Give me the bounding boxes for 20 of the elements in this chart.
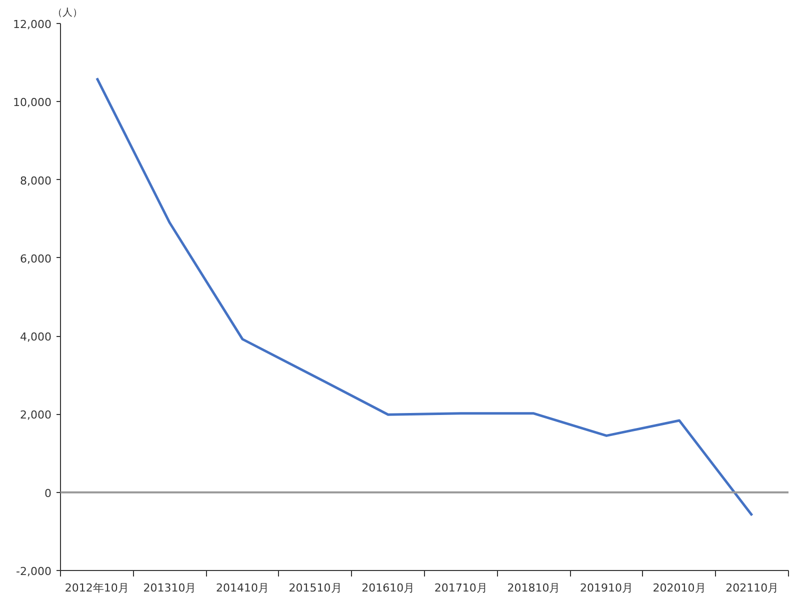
- y-tick-label: 0: [44, 486, 52, 500]
- x-tick-label: 201310月: [143, 582, 196, 594]
- y-tick-label: 8,000: [20, 174, 52, 188]
- y-tick-label: 10,000: [13, 96, 52, 110]
- y-tick-label: 12,000: [13, 18, 52, 31]
- y-tick-label: -2,000: [16, 565, 52, 578]
- y-axis-title: （人）: [52, 8, 82, 18]
- x-tick-label: 201410月: [216, 582, 270, 594]
- x-tick-label: 2012年10月: [64, 582, 129, 594]
- y-tick-label: 6,000: [20, 252, 52, 266]
- y-tick-label: 4,000: [20, 330, 52, 344]
- x-tick-label: 201910月: [580, 582, 634, 594]
- x-tick-label: 201810月: [507, 582, 560, 594]
- line-series: [96, 76, 754, 517]
- x-tick-label: 202010月: [652, 582, 706, 594]
- y-tick-label: 2,000: [20, 408, 52, 422]
- x-tick-label: 201510月: [288, 582, 342, 594]
- x-tick-label: 201710月: [434, 582, 488, 594]
- x-tick-label: 201610月: [362, 582, 415, 594]
- x-tick-label: 202110月: [726, 582, 779, 594]
